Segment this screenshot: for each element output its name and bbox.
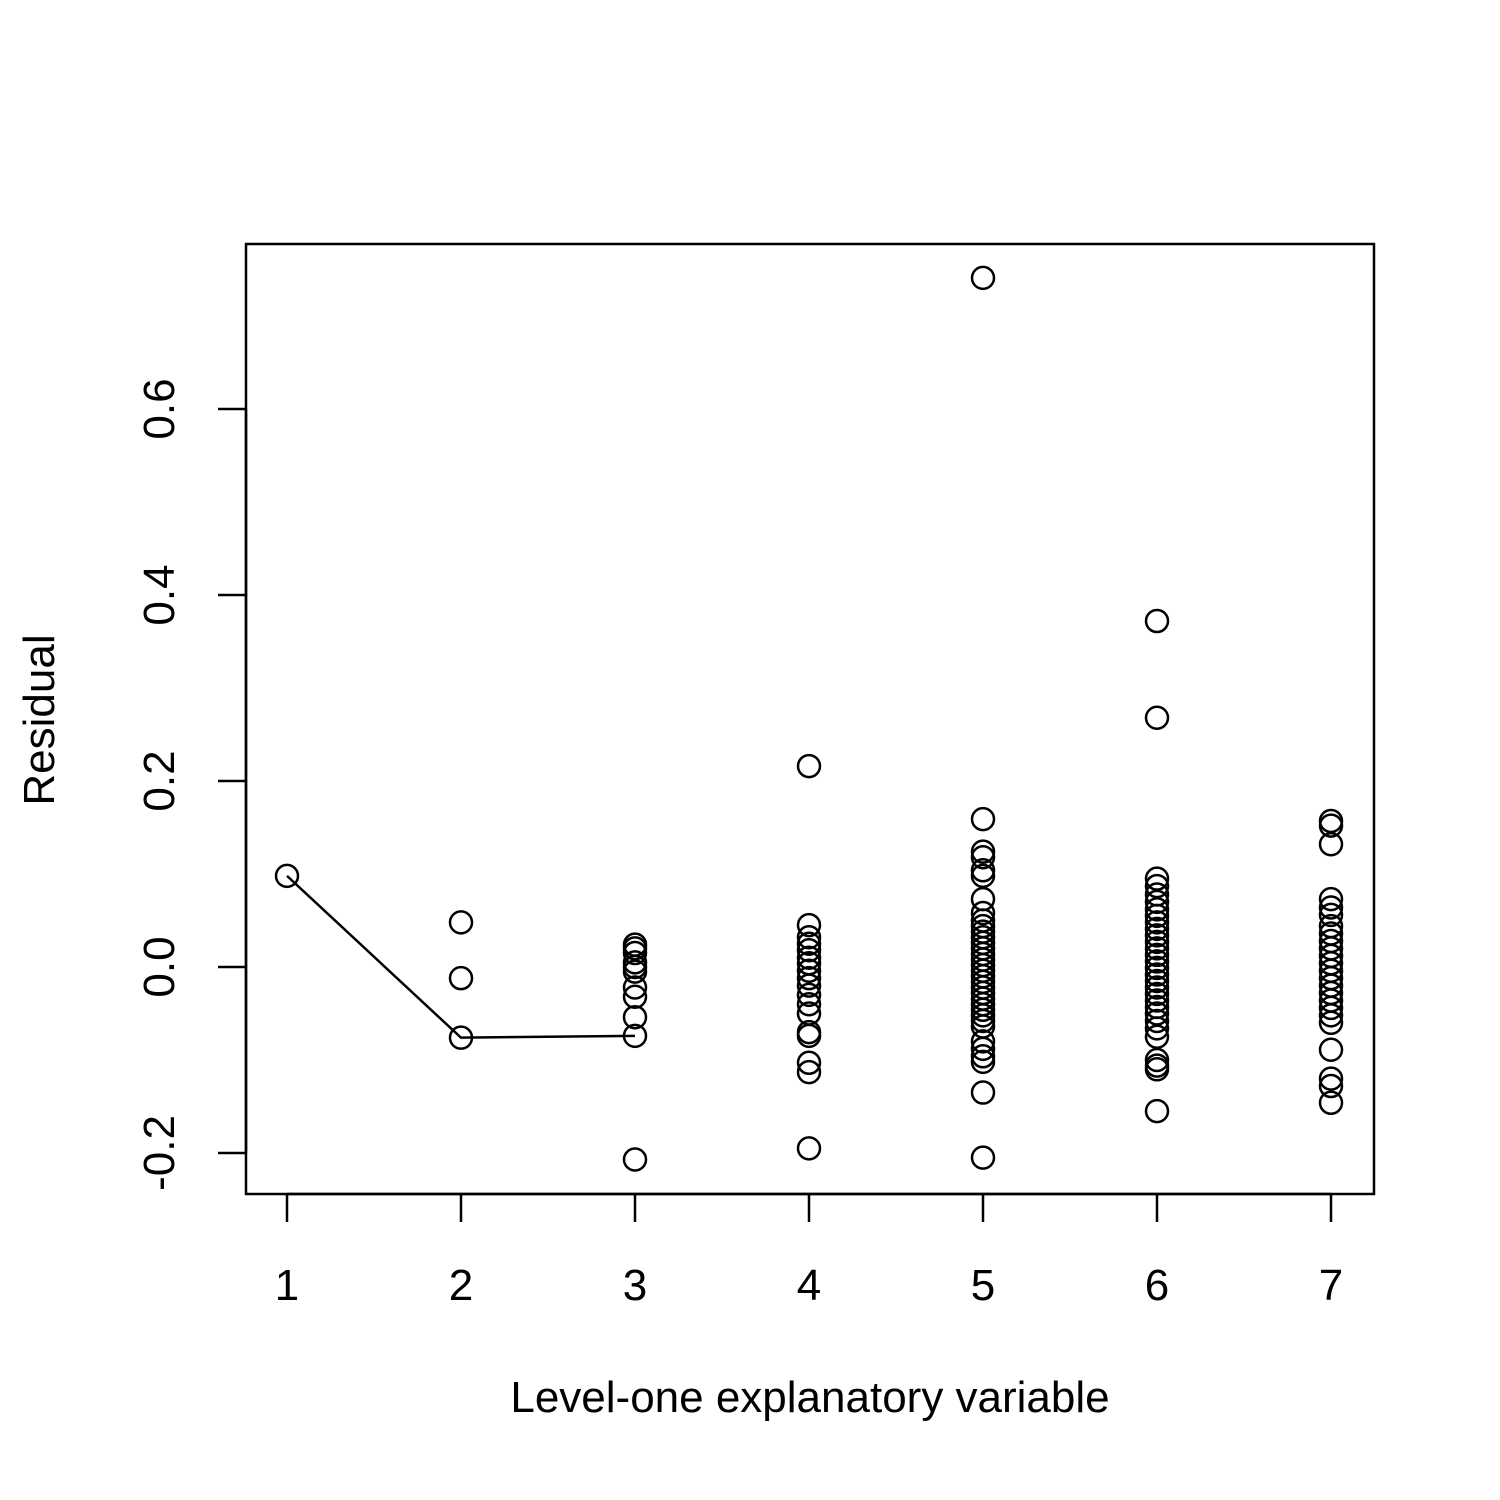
data-point — [796, 982, 822, 1008]
data-point — [1318, 813, 1344, 838]
data-point — [1144, 1016, 1170, 1041]
data-point — [970, 1029, 996, 1054]
data-point — [1318, 1003, 1344, 1028]
data-point — [1318, 902, 1344, 928]
y-tick-label: 0.6 — [135, 378, 184, 439]
x-axis-label: Level-one explanatory variable — [510, 1373, 1109, 1422]
points-layer — [274, 265, 1344, 1172]
data-point — [622, 1004, 648, 1030]
data-point — [1144, 608, 1170, 634]
data-point — [796, 945, 822, 970]
y-tick-label: 0.2 — [135, 750, 184, 811]
trend-line — [286, 874, 636, 1039]
data-point — [1144, 910, 1170, 935]
data-point — [970, 1044, 996, 1069]
data-point — [1144, 1098, 1170, 1124]
data-point — [796, 753, 822, 779]
data-point — [796, 965, 822, 991]
data-point — [970, 839, 996, 864]
data-point — [1144, 1008, 1170, 1034]
data-point — [622, 959, 648, 984]
data-point — [1144, 955, 1170, 981]
trend-line-layer — [286, 874, 636, 1039]
data-point — [448, 965, 474, 991]
data-point — [1144, 889, 1170, 915]
data-point — [796, 973, 822, 998]
y-axis-label: Residual — [15, 634, 64, 805]
data-point — [796, 931, 822, 956]
x-axis: 1 2 3 4 5 6 7 — [275, 1192, 1343, 1310]
data-point — [970, 265, 996, 291]
data-point — [796, 1050, 822, 1076]
x-tick-label: 1 — [275, 1261, 299, 1310]
data-point — [1144, 1057, 1170, 1082]
data-point — [1318, 1010, 1344, 1036]
data-point — [1318, 808, 1344, 834]
data-point — [796, 1059, 822, 1085]
data-point — [970, 1080, 996, 1105]
x-tick-label: 5 — [971, 1261, 995, 1310]
data-point — [1144, 988, 1170, 1013]
data-point — [1144, 903, 1170, 929]
x-tick-label: 2 — [449, 1261, 473, 1310]
data-point — [1318, 1037, 1344, 1063]
data-point — [1318, 886, 1344, 912]
data-point — [796, 991, 822, 1017]
y-tick-label: -0.2 — [135, 1115, 184, 1191]
data-point — [1144, 705, 1170, 731]
data-point — [622, 984, 648, 1010]
x-tick-label: 6 — [1145, 1261, 1169, 1310]
data-point — [796, 938, 822, 963]
data-point — [796, 1023, 822, 1049]
y-axis: -0.2 0.0 0.2 0.4 0.6 — [135, 378, 248, 1191]
x-tick-label: 4 — [797, 1261, 821, 1310]
y-tick-label: 0.4 — [135, 564, 184, 625]
data-point — [796, 1136, 822, 1161]
data-point — [1144, 981, 1170, 1007]
data-point — [970, 845, 996, 870]
y-tick-label: 0.0 — [135, 936, 184, 997]
data-point — [796, 958, 822, 983]
data-point — [970, 1008, 996, 1034]
data-point — [1144, 897, 1170, 922]
data-point — [622, 940, 648, 966]
data-point — [448, 1025, 474, 1050]
data-point — [1144, 923, 1170, 948]
data-point — [1144, 949, 1170, 974]
data-point — [970, 1049, 996, 1075]
data-point — [1144, 968, 1170, 994]
data-point — [1144, 929, 1170, 955]
data-point — [622, 975, 648, 1000]
data-point — [622, 1023, 648, 1049]
data-point — [1318, 831, 1344, 857]
data-point — [970, 858, 996, 883]
data-point — [1318, 1073, 1344, 1099]
data-point — [1144, 916, 1170, 942]
data-point — [1318, 1066, 1344, 1091]
data-point — [1318, 995, 1344, 1021]
data-point — [1318, 1090, 1344, 1116]
x-tick-label: 7 — [1319, 1261, 1343, 1310]
data-point — [1144, 975, 1170, 1000]
data-point — [1144, 942, 1170, 968]
data-point — [970, 806, 996, 832]
data-point — [970, 1145, 996, 1170]
data-point — [1318, 895, 1344, 920]
data-point — [622, 1147, 648, 1172]
data-point — [970, 900, 996, 926]
data-point — [970, 1003, 996, 1028]
data-point — [970, 997, 996, 1023]
data-point — [796, 924, 822, 950]
data-point — [1144, 1047, 1170, 1073]
data-point — [1144, 936, 1170, 961]
x-tick-label: 3 — [623, 1261, 647, 1310]
data-point — [796, 912, 822, 938]
data-point — [448, 910, 474, 935]
data-point — [970, 1036, 996, 1062]
data-point — [1144, 962, 1170, 987]
data-point — [274, 863, 300, 889]
